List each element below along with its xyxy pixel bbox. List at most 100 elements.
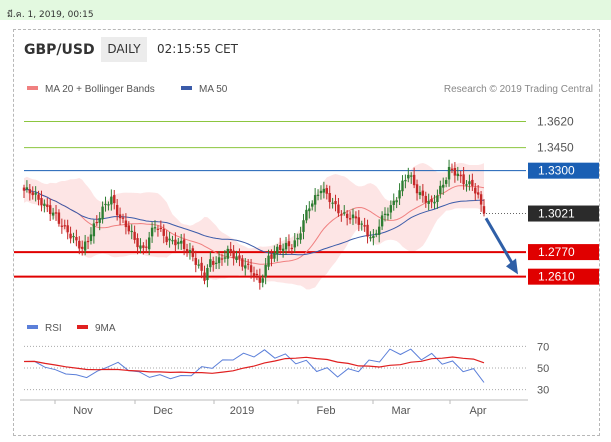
candle-body xyxy=(392,200,395,205)
ma9-legend-swatch xyxy=(77,325,88,329)
candle-body xyxy=(474,187,477,194)
x-label-Nov: Nov xyxy=(73,405,93,417)
candle-body xyxy=(232,250,235,259)
rsi-tick-70: 70 xyxy=(537,341,549,353)
candle-body xyxy=(133,231,136,240)
candle-body xyxy=(214,262,218,264)
candle-body xyxy=(444,180,448,184)
ma20-line xyxy=(23,185,485,265)
candle-body xyxy=(450,168,454,170)
candle-body xyxy=(229,248,232,253)
candle-body xyxy=(482,206,486,214)
rsi-tick-30: 30 xyxy=(537,385,549,397)
candle-body xyxy=(235,256,238,261)
candle-body xyxy=(386,213,390,216)
candle-body xyxy=(468,181,471,185)
candle-body xyxy=(212,260,215,265)
candle-body xyxy=(86,240,90,243)
candle-body xyxy=(104,203,107,206)
candle-body xyxy=(241,258,244,267)
candle-body xyxy=(51,212,55,216)
candle-body xyxy=(424,195,427,203)
candle-body xyxy=(479,194,483,205)
ma50-legend-swatch xyxy=(181,86,192,90)
candle-body xyxy=(404,180,407,182)
candle-body xyxy=(182,239,186,250)
candle-body xyxy=(476,192,480,195)
candle-body xyxy=(348,218,352,220)
chart-frame xyxy=(13,29,600,436)
candle-body xyxy=(127,225,131,232)
candle-body xyxy=(305,209,308,221)
candle-body xyxy=(72,236,75,238)
candle-body xyxy=(153,227,157,229)
forecast-arrow-shaft xyxy=(484,217,516,268)
candle-body xyxy=(462,174,465,185)
candle-body xyxy=(357,217,361,225)
candle-body xyxy=(369,237,372,239)
candle-body xyxy=(98,217,101,223)
candle-body xyxy=(124,220,128,228)
forecast-arrow-head xyxy=(506,258,518,275)
candle-body xyxy=(66,225,69,233)
candle-body xyxy=(418,192,422,196)
candle-body xyxy=(63,225,66,227)
date-bar: มี.ค. 1, 2019, 00:15 xyxy=(0,0,611,20)
candle-body xyxy=(37,194,40,200)
candle-body xyxy=(459,174,462,177)
rsi-panel: 70 50 30 xyxy=(23,341,549,397)
forecast-arrow-layer xyxy=(484,217,518,275)
candle-body xyxy=(113,195,116,204)
level-tag-1.2770 xyxy=(528,244,599,261)
candle-body xyxy=(442,184,445,188)
x-axis: Nov Dec 2019 Feb Mar Apr xyxy=(20,399,528,417)
candle-body xyxy=(290,247,294,250)
candle-body xyxy=(95,221,98,224)
candle-body xyxy=(383,213,387,215)
timestamp: มี.ค. 1, 2019, 00:15 xyxy=(7,10,94,20)
candle-body xyxy=(223,257,227,259)
candle-body xyxy=(427,201,430,204)
candle-body xyxy=(54,212,58,214)
candle-body xyxy=(380,215,384,227)
candle-body xyxy=(284,242,288,250)
candle-body xyxy=(115,204,119,216)
candle-body xyxy=(410,175,413,177)
level-tag-1.3300 xyxy=(528,162,599,179)
candle-body xyxy=(302,220,305,232)
candle-body xyxy=(165,236,168,243)
candle-body xyxy=(150,227,154,237)
candle-body xyxy=(177,241,180,245)
candle-body xyxy=(57,212,61,224)
candle-body xyxy=(456,173,459,177)
price-levels-layer: 1.3620 1.3450 1.3300 1.3021 1.2770 1.2610 xyxy=(14,115,599,285)
candle-body xyxy=(60,225,64,227)
candle-body xyxy=(258,276,262,283)
candle-body xyxy=(174,239,177,246)
candle-body xyxy=(147,237,151,250)
candle-body xyxy=(171,240,174,242)
candle-body xyxy=(142,245,145,248)
x-label-Dec: Dec xyxy=(153,405,173,417)
level-label-1.3450: 1.3450 xyxy=(537,141,574,155)
candle-body xyxy=(220,258,224,260)
level-label-1.2770: 1.2770 xyxy=(538,245,575,259)
candle-body xyxy=(439,185,442,194)
ma9-legend-label: 9MA xyxy=(95,323,116,334)
candle-body xyxy=(46,204,49,207)
candle-body xyxy=(296,237,299,240)
candle-body xyxy=(375,233,378,235)
candle-body xyxy=(351,214,355,219)
candle-body xyxy=(75,237,78,241)
candle-body xyxy=(313,195,317,205)
candle-body xyxy=(200,262,203,271)
candle-body xyxy=(436,195,439,203)
instrument-title: GBP/USD xyxy=(24,42,95,58)
candle-body xyxy=(407,174,410,179)
level-label-1.3021: 1.3021 xyxy=(538,207,575,221)
level-tag-1.3021 xyxy=(528,205,599,222)
candle-body xyxy=(107,204,110,206)
candle-body xyxy=(328,193,331,203)
candle-body xyxy=(203,272,206,281)
level-label-1.3620: 1.3620 xyxy=(537,115,574,129)
